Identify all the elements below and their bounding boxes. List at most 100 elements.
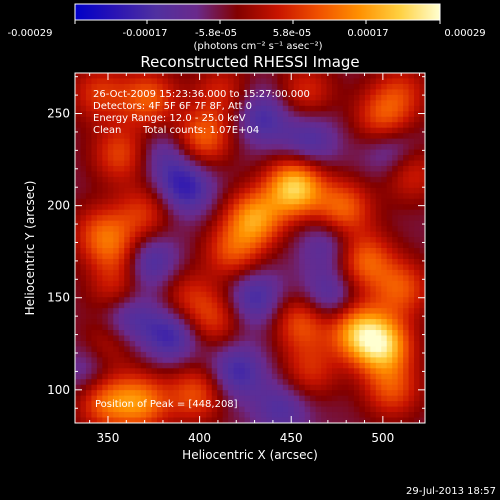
heatmap-cell <box>255 390 262 397</box>
heatmap-cell <box>293 319 300 325</box>
heatmap-cell <box>353 160 360 167</box>
heatmap-cell <box>140 165 147 172</box>
heatmap-cell <box>282 144 289 150</box>
heatmap-cell <box>178 330 185 336</box>
heatmap-cell <box>326 373 333 380</box>
heatmap-cell <box>244 209 251 216</box>
heatmap-cell <box>266 105 273 112</box>
heatmap-cell <box>206 155 213 161</box>
heatmap-cell <box>91 417 98 423</box>
heatmap-cell <box>85 308 92 315</box>
heatmap-cell <box>381 237 388 243</box>
heatmap-cell <box>342 330 349 336</box>
heatmap-cell <box>375 412 382 418</box>
heatmap-cell <box>304 248 311 254</box>
heatmap-cell <box>299 351 306 358</box>
heatmap-cell <box>167 155 174 161</box>
heatmap-cell <box>414 280 420 287</box>
heatmap-cell <box>419 127 425 134</box>
heatmap-cell <box>91 193 98 200</box>
heatmap-cell <box>178 138 185 145</box>
heatmap-cell <box>75 198 81 205</box>
heatmap-cell <box>260 198 267 205</box>
heatmap-cell <box>332 89 338 96</box>
heatmap-cell <box>315 275 322 282</box>
heatmap-cell <box>348 258 355 265</box>
heatmap-cell <box>321 176 327 183</box>
heatmap-cell <box>353 242 360 249</box>
heatmap-cell <box>408 297 415 304</box>
heatmap-cell <box>157 237 163 243</box>
heatmap-cell <box>96 275 103 282</box>
heatmap-cell <box>342 209 349 216</box>
heatmap-cell <box>315 122 322 129</box>
heatmap-cell <box>386 368 393 375</box>
heatmap-cell <box>113 94 120 101</box>
heatmap-cell <box>146 313 152 320</box>
heatmap-cell <box>271 155 278 161</box>
heatmap-cell <box>80 390 87 397</box>
heatmap-cell <box>135 83 142 90</box>
heatmap-cell <box>102 116 109 123</box>
heatmap-cell <box>386 269 393 276</box>
heatmap-cell <box>293 231 300 238</box>
heatmap-cell <box>271 395 278 402</box>
heatmap-cell <box>250 155 256 161</box>
heatmap-cell <box>381 133 388 140</box>
heatmap-cell <box>310 176 317 183</box>
heatmap-cell <box>288 133 295 140</box>
heatmap-cell <box>167 105 174 112</box>
heatmap-cell <box>244 176 251 183</box>
heatmap-cell <box>288 144 295 150</box>
heatmap-cell <box>113 335 120 342</box>
heatmap-cell <box>189 390 196 397</box>
heatmap-cell <box>408 193 415 200</box>
heatmap-cell <box>277 269 284 276</box>
heatmap-cell <box>113 379 120 386</box>
heatmap-cell <box>91 373 98 380</box>
heatmap-cell <box>184 395 191 402</box>
heatmap-cell <box>250 253 256 260</box>
heatmap-cell <box>124 171 131 178</box>
heatmap-cell <box>386 302 393 309</box>
heatmap-cell <box>321 100 327 107</box>
heatmap-cell <box>282 368 289 375</box>
heatmap-cell <box>315 242 322 249</box>
heatmap-cell <box>332 379 338 386</box>
heatmap-cell <box>353 362 360 369</box>
heatmap-cell <box>271 324 278 331</box>
heatmap-cell <box>151 319 158 325</box>
heatmap-cell <box>129 94 136 101</box>
heatmap-cell <box>348 264 355 271</box>
heatmap-cell <box>375 111 382 118</box>
heatmap-cell <box>266 275 273 282</box>
heatmap-cell <box>217 116 224 123</box>
heatmap-cell <box>91 127 98 134</box>
heatmap-cell <box>375 291 382 298</box>
heatmap-cell <box>348 362 355 369</box>
heatmap-cell <box>107 379 114 386</box>
heatmap-cell <box>244 297 251 304</box>
heatmap-cell <box>353 171 360 178</box>
heatmap-cell <box>140 122 147 129</box>
heatmap-cell <box>75 133 81 140</box>
heatmap-cell <box>353 379 360 386</box>
heatmap-cell <box>299 226 306 232</box>
heatmap-cell <box>222 269 229 276</box>
heatmap-cell <box>408 302 415 309</box>
heatmap-cell <box>277 160 284 167</box>
heatmap-cell <box>200 127 207 134</box>
heatmap-cell <box>157 340 163 347</box>
heatmap-cell <box>167 122 174 129</box>
heatmap-cell <box>266 138 273 145</box>
heatmap-cell <box>157 390 163 397</box>
heatmap-cell <box>140 269 147 276</box>
heatmap-cell <box>260 313 267 320</box>
heatmap-cell <box>304 362 311 369</box>
heatmap-cell <box>419 133 425 140</box>
heatmap-cell <box>96 384 103 391</box>
heatmap-cell <box>299 368 306 375</box>
heatmap-cell <box>326 89 333 96</box>
heatmap-cell <box>140 215 147 222</box>
heatmap-cell <box>113 308 120 315</box>
